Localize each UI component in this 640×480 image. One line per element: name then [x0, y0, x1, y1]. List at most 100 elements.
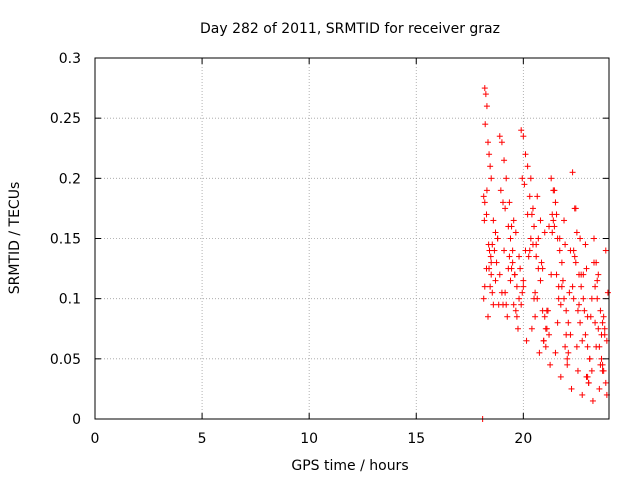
- data-points: [479, 85, 611, 422]
- data-point: [569, 169, 576, 176]
- data-point: [551, 187, 558, 194]
- data-point: [506, 199, 513, 206]
- data-point: [482, 91, 489, 98]
- data-point: [525, 253, 532, 260]
- data-point: [529, 205, 536, 212]
- data-point: [524, 211, 531, 218]
- data-point: [601, 325, 608, 332]
- data-point: [542, 343, 549, 350]
- data-point: [588, 295, 595, 302]
- grid: [95, 58, 609, 419]
- data-point: [563, 331, 570, 338]
- data-point: [600, 313, 607, 320]
- data-point: [599, 361, 606, 368]
- data-point: [518, 127, 525, 134]
- data-point: [538, 259, 545, 266]
- data-point: [546, 331, 553, 338]
- data-point: [483, 187, 490, 194]
- data-point: [507, 235, 514, 242]
- data-point: [564, 361, 571, 368]
- data-point: [506, 253, 513, 260]
- data-point: [532, 313, 539, 320]
- data-point: [602, 379, 609, 386]
- data-point: [522, 151, 529, 158]
- data-point: [553, 271, 560, 278]
- data-point: [591, 259, 598, 266]
- data-point: [486, 151, 493, 158]
- data-point: [552, 349, 559, 356]
- data-point: [579, 337, 586, 344]
- data-point: [519, 175, 526, 182]
- data-point: [584, 343, 591, 350]
- y-tick-label: 0.25: [50, 111, 81, 127]
- data-point: [551, 223, 558, 230]
- data-point: [519, 289, 526, 296]
- data-point: [503, 175, 510, 182]
- data-point: [511, 271, 518, 278]
- data-point: [526, 193, 533, 200]
- data-point: [527, 235, 534, 242]
- data-point: [556, 235, 563, 242]
- x-tick-label: 10: [300, 431, 318, 447]
- data-point: [537, 277, 544, 284]
- data-point: [562, 241, 569, 248]
- data-point: [595, 325, 602, 332]
- data-point: [481, 199, 488, 206]
- data-point: [597, 307, 604, 314]
- data-point: [593, 343, 600, 350]
- data-point: [589, 397, 596, 404]
- data-point: [534, 193, 541, 200]
- data-point: [493, 259, 500, 266]
- data-point: [494, 235, 501, 242]
- y-tick-label: 0.2: [59, 171, 81, 187]
- data-point: [569, 283, 576, 290]
- data-point: [557, 301, 564, 308]
- data-point: [572, 259, 579, 266]
- data-point: [507, 277, 514, 284]
- data-point: [548, 271, 555, 278]
- y-tick-label: 0.1: [59, 292, 81, 308]
- data-point: [487, 253, 494, 260]
- data-point: [581, 307, 588, 314]
- data-point: [582, 331, 589, 338]
- data-point: [540, 337, 547, 344]
- data-point: [553, 211, 560, 218]
- data-point: [584, 373, 591, 380]
- x-tick-label: 5: [198, 431, 207, 447]
- data-point: [496, 271, 503, 278]
- data-point: [576, 301, 583, 308]
- data-point: [481, 85, 488, 92]
- data-point: [583, 265, 590, 272]
- data-point: [484, 313, 491, 320]
- data-point: [480, 295, 487, 302]
- data-point: [582, 241, 589, 248]
- data-point: [509, 259, 516, 266]
- data-point: [505, 265, 512, 272]
- data-point: [563, 307, 570, 314]
- data-point: [490, 301, 497, 308]
- data-point: [580, 271, 587, 278]
- data-point: [492, 277, 499, 284]
- data-point: [499, 199, 506, 206]
- data-point: [588, 367, 595, 374]
- data-point: [488, 259, 495, 266]
- data-point: [499, 301, 506, 308]
- data-point: [518, 301, 525, 308]
- data-point: [571, 253, 578, 260]
- y-axis-label: SRMTID / TECUs: [7, 182, 23, 295]
- data-point: [487, 163, 494, 170]
- data-point: [548, 175, 555, 182]
- data-point: [490, 217, 497, 224]
- data-point: [546, 223, 553, 230]
- y-tick-label: 0: [72, 412, 81, 428]
- data-point: [489, 289, 496, 296]
- data-point: [568, 385, 575, 392]
- data-point: [565, 349, 572, 356]
- data-point: [485, 241, 492, 248]
- data-point: [524, 163, 531, 170]
- data-point: [547, 361, 554, 368]
- data-point: [509, 247, 516, 254]
- data-point: [497, 187, 504, 194]
- data-point: [513, 313, 520, 320]
- data-point: [587, 313, 594, 320]
